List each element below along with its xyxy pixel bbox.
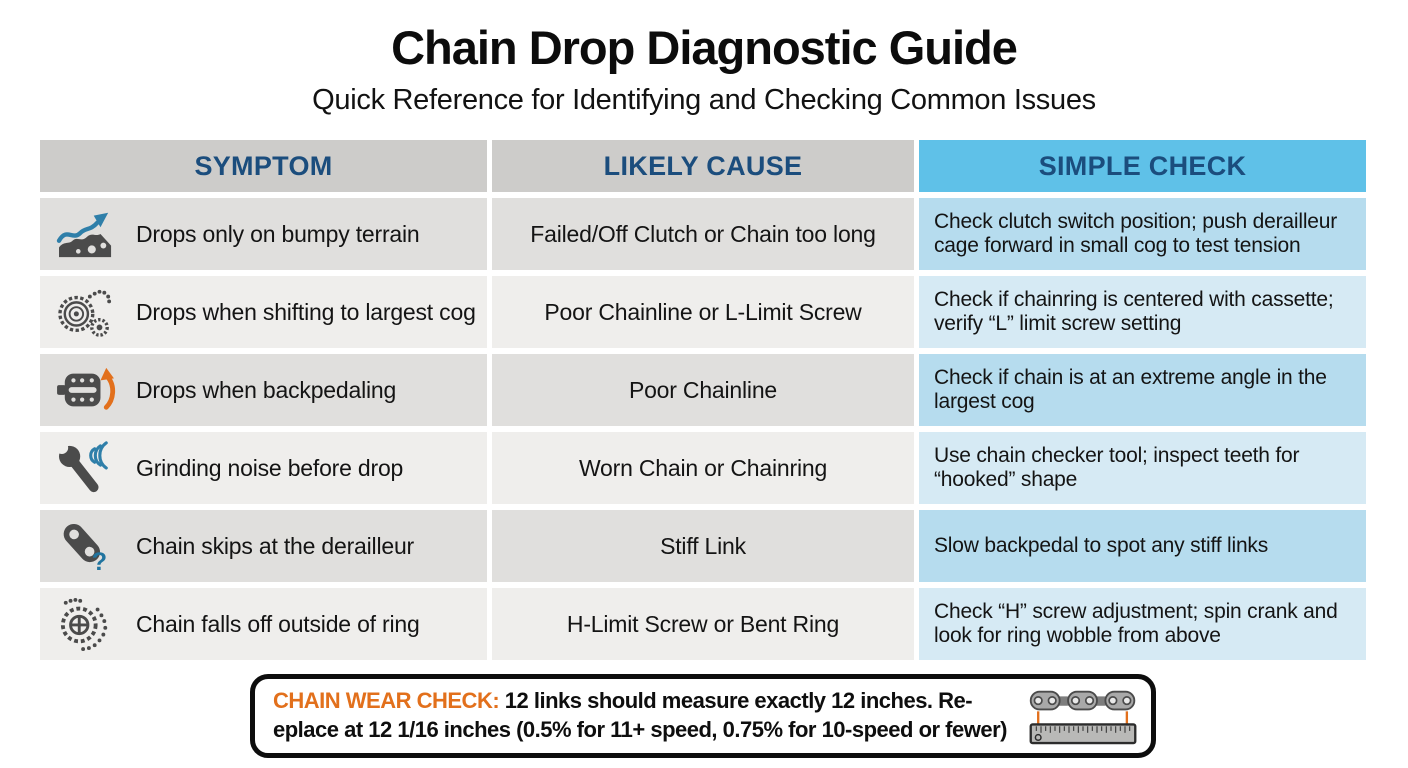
table-row-6-symptom-cell: Chain falls off outside of ring [40, 588, 487, 660]
cassette-gears-chain-icon [52, 282, 120, 342]
page-subtitle: Quick Reference for Identifying and Chec… [312, 84, 1096, 116]
table-row-2-symptom-cell: Drops when shifting to largest cog [40, 276, 487, 348]
symptom-text: Chain skips at the derailleur [136, 532, 415, 559]
table-row-1-cause-cell: Failed/Off Clutch or Chain too long [492, 198, 914, 270]
table-row-4-check-cell: Use chain checker tool; inspect teeth fo… [919, 432, 1366, 504]
symptom-text: Drops when shifting to largest cog [136, 298, 476, 325]
table-row-6-cause-cell: H-Limit Screw or Bent Ring [492, 588, 914, 660]
table-row-5-symptom-cell: ? Chain skips at the derailleur [40, 510, 487, 582]
symptom-text: Chain falls off outside of ring [136, 610, 420, 637]
diagnostic-table: SYMPTOM LIKELY CAUSE SIMPLE CHECK Drops … [40, 140, 1366, 660]
column-header-symptom: SYMPTOM [40, 140, 487, 192]
column-header-likely-cause: LIKELY CAUSE [492, 140, 914, 192]
page-title: Chain Drop Diagnostic Guide [391, 21, 1018, 74]
chain-wear-check-line1: 12 links should measure exactly 12 inche… [499, 688, 973, 714]
table-row-1-check-cell: Check clutch switch position; push derai… [919, 198, 1366, 270]
symptom-text: Drops when backpedaling [136, 376, 397, 403]
chain-ruler-icon [1027, 684, 1139, 748]
wrench-noise-icon [52, 438, 120, 498]
pedal-backpedal-arrow-icon [52, 360, 120, 420]
table-row-6-check-cell: Check “H” screw adjustment; spin crank a… [919, 588, 1366, 660]
table-row-4-symptom-cell: Grinding noise before drop [40, 432, 487, 504]
table-row-1-symptom-cell: Drops only on bumpy terrain [40, 198, 487, 270]
table-row-3-check-cell: Check if chain is at an extreme angle in… [919, 354, 1366, 426]
table-row-5-cause-cell: Stiff Link [492, 510, 914, 582]
symptom-text: Drops only on bumpy terrain [136, 220, 420, 247]
table-row-3-symptom-cell: Drops when backpedaling [40, 354, 487, 426]
column-header-simple-check: SIMPLE CHECK [919, 140, 1366, 192]
chain-wear-check-callout: CHAIN WEAR CHECK: 12 links should measur… [250, 674, 1156, 758]
chain-wear-check-line2: eplace at 12 1/16 inches (0.5% for 11+ s… [273, 717, 1007, 742]
chain-wear-check-text: CHAIN WEAR CHECK: 12 links should measur… [273, 687, 1019, 744]
chain-link-question-icon: ? [52, 516, 120, 576]
chain-wear-check-label: CHAIN WEAR CHECK: [273, 688, 500, 714]
svg-text:?: ? [92, 548, 107, 573]
table-row-4-cause-cell: Worn Chain or Chainring [492, 432, 914, 504]
table-row-5-check-cell: Slow backpedal to spot any stiff links [919, 510, 1366, 582]
table-row-3-cause-cell: Poor Chainline [492, 354, 914, 426]
chainring-dropped-chain-icon [52, 594, 120, 654]
bumpy-terrain-arrow-icon [52, 204, 120, 264]
table-row-2-check-cell: Check if chainring is centered with cass… [919, 276, 1366, 348]
table-row-2-cause-cell: Poor Chainline or L-Limit Screw [492, 276, 914, 348]
symptom-text: Grinding noise before drop [136, 454, 404, 481]
header-block: Chain Drop Diagnostic Guide Quick Refere… [0, 20, 1408, 117]
